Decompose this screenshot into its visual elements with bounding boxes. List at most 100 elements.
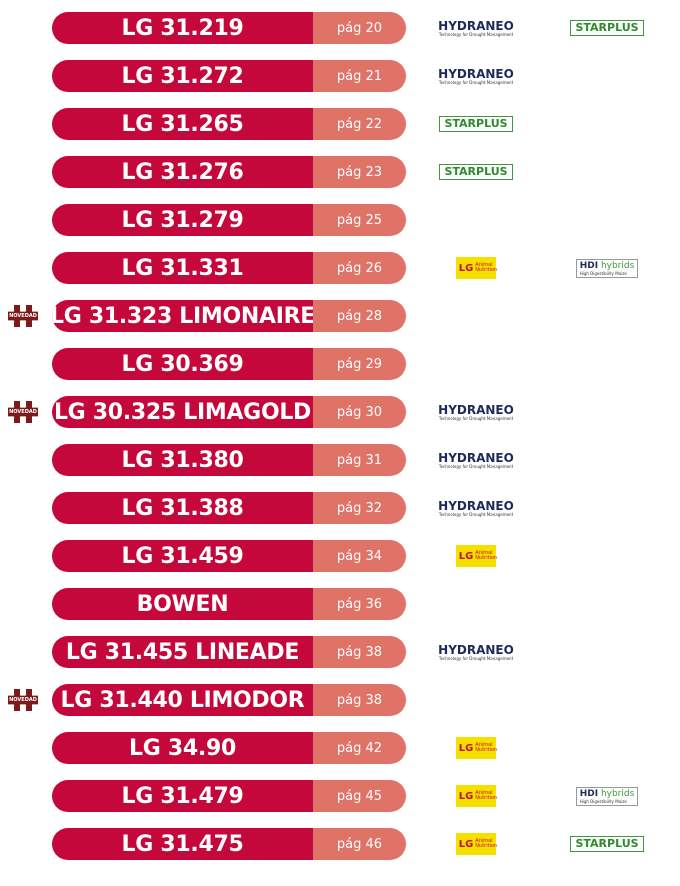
- starplus-logo: STARPLUS: [439, 164, 513, 180]
- hydraneo-logo: HYDRANEO: [438, 642, 514, 657]
- page-ref: pág 45: [313, 780, 406, 812]
- variety-name: LG 31.272: [52, 60, 313, 92]
- page-ref: pág 31: [313, 444, 406, 476]
- logo: HYDRANEO Technology for Drought Managemen…: [431, 396, 521, 428]
- variety-pill: LG 31.276 pág 23: [52, 156, 406, 188]
- variety-name: LG 31.380: [52, 444, 313, 476]
- logo: LG Animal Nutrition: [431, 252, 521, 284]
- row: LG 31.276 pág 23 STARPLUS: [0, 156, 680, 188]
- variety-pill: LG 31.388 pág 32: [52, 492, 406, 524]
- logo-tagline: Technology for Drought Management: [438, 79, 514, 85]
- logo-tagline: Technology for Drought Management: [438, 511, 514, 517]
- logo: STARPLUS: [431, 156, 521, 188]
- logo-name: Animal Nutrition: [475, 550, 498, 561]
- logo: HYDRANEO Technology for Drought Managemen…: [431, 636, 521, 668]
- variety-name: LG 31.323 LIMONAIRE: [52, 300, 315, 332]
- variety-name: LG 31.440 LIMODOR: [52, 684, 313, 716]
- variety-pill: LG 31.440 LIMODOR pág 38: [52, 684, 406, 716]
- variety-name: LG 30.369: [52, 348, 313, 380]
- logo: HYDRANEO Technology for Drought Managemen…: [431, 492, 521, 524]
- row: LG 31.265 pág 22 STARPLUS: [0, 108, 680, 140]
- logo-mark: LG: [458, 838, 474, 850]
- logo: HYDRANEO Technology for Drought Managemen…: [431, 444, 521, 476]
- variety-name: LG 31.331: [52, 252, 313, 284]
- row: LG 31.455 LINEADE pág 38 HYDRANEO Technolog…: [0, 636, 680, 668]
- page-ref: pág 20: [313, 12, 406, 44]
- variety-name: LG 31.276: [52, 156, 313, 188]
- variety-pill: LG 31.331 pág 26: [52, 252, 406, 284]
- row: LG 31.272 pág 21 HYDRANEO Technology for Dr…: [0, 60, 680, 92]
- row: NOVEDAD LG 30.325 LIMAGOLD pág 30 HYDRANEO T…: [0, 396, 680, 428]
- logo: STARPLUS: [562, 828, 652, 860]
- logo-mark: LG: [458, 790, 474, 802]
- logo: LG Animal Nutrition: [431, 540, 521, 572]
- logo-mark: LG: [458, 550, 474, 562]
- logo-suffix: hybrids: [600, 788, 635, 799]
- logo-tagline: Technology for Drought Management: [438, 655, 514, 661]
- variety-name: LG 31.279: [52, 204, 313, 236]
- lg-animal-logo: LG Animal Nutrition: [456, 737, 498, 759]
- row: LG 31.279 pág 25: [0, 204, 680, 236]
- starplus-logo: STARPLUS: [570, 20, 644, 36]
- variety-pill: LG 31.459 pág 34: [52, 540, 406, 572]
- variety-pill: LG 31.279 pág 25: [52, 204, 406, 236]
- logo-name: Animal Nutrition: [475, 742, 498, 753]
- logo-name: Animal Nutrition: [475, 838, 498, 849]
- variety-name: LG 31.455 LINEADE: [52, 636, 313, 668]
- variety-pill: LG 34.90 pág 42: [52, 732, 406, 764]
- hydraneo-logo: HYDRANEO: [438, 450, 514, 465]
- page-ref: pág 32: [313, 492, 406, 524]
- logo: LG Animal Nutrition: [431, 732, 521, 764]
- hdi-logo: HDI hybrids High Digestibility Maize: [575, 258, 639, 278]
- row: LG 31.479 pág 45 LG Animal Nutrition HDI hyb…: [0, 780, 680, 812]
- variety-pill: LG 31.380 pág 31: [52, 444, 406, 476]
- logo-title: HDI hybrids: [580, 789, 635, 799]
- hydraneo-logo: HYDRANEO: [438, 66, 514, 81]
- variety-pill: LG 31.475 pág 46: [52, 828, 406, 860]
- logo-tagline: High Digestibility Maize: [579, 270, 627, 276]
- variety-name: LG 31.459: [52, 540, 313, 572]
- starplus-logo: STARPLUS: [570, 836, 644, 852]
- page-ref: pág 25: [313, 204, 406, 236]
- hydraneo-logo: HYDRANEO: [438, 402, 514, 417]
- row: NOVEDAD LG 31.323 LIMONAIRE pág 28: [0, 300, 680, 332]
- variety-name: LG 31.219: [52, 12, 313, 44]
- starplus-logo: STARPLUS: [439, 116, 513, 132]
- logo-tagline: High Digestibility Maize: [579, 798, 627, 804]
- lg-animal-logo: LG Animal Nutrition: [456, 257, 497, 279]
- variety-pill: BOWEN pág 36: [52, 588, 406, 620]
- variety-name: BOWEN: [52, 588, 313, 620]
- page-ref: pág 38: [313, 636, 406, 668]
- logo-title: HDI hybrids: [580, 261, 635, 271]
- row: NOVEDAD LG 31.440 LIMODOR pág 38: [0, 684, 680, 716]
- lg-animal-logo: LG Animal Nutrition: [456, 545, 498, 567]
- row: LG 31.380 pág 31 HYDRANEO Technology for Dr…: [0, 444, 680, 476]
- variety-pill: LG 31.323 LIMONAIRE pág 28: [52, 300, 406, 332]
- lg-animal-logo: LG Animal Nutrition: [456, 833, 498, 855]
- variety-name: LG 31.265: [52, 108, 313, 140]
- variety-name: LG 31.475: [52, 828, 313, 860]
- hydraneo-logo: HYDRANEO: [438, 18, 514, 33]
- page-ref: pág 28: [313, 300, 406, 332]
- logo-mark: LG: [458, 742, 474, 754]
- variety-name: LG 31.479: [52, 780, 313, 812]
- lg-animal-logo: LG Animal Nutrition: [456, 785, 498, 807]
- logo: LG Animal Nutrition: [431, 828, 521, 860]
- logo-name: HDI: [579, 260, 599, 271]
- variety-pill: LG 31.479 pág 45: [52, 780, 406, 812]
- variety-pill: LG 31.265 pág 22: [52, 108, 406, 140]
- novedad-badge: NOVEDAD: [8, 305, 38, 327]
- hydraneo-logo: HYDRANEO: [438, 498, 514, 513]
- logo-name: Animal Nutrition: [475, 790, 498, 801]
- logo: HYDRANEO Technology for Drought Managemen…: [431, 12, 521, 44]
- variety-pill: LG 30.369 pág 29: [52, 348, 406, 380]
- row: LG 30.369 pág 29: [0, 348, 680, 380]
- page-ref: pág 26: [313, 252, 406, 284]
- logo-tagline: Technology for Drought Management: [438, 463, 514, 469]
- variety-name: LG 31.388: [52, 492, 313, 524]
- row: LG 31.331 pág 26 LG Animal Nutrition HDI hyb…: [0, 252, 680, 284]
- page-ref: pág 22: [313, 108, 406, 140]
- page-ref: pág 36: [313, 588, 406, 620]
- page-ref: pág 38: [313, 684, 406, 716]
